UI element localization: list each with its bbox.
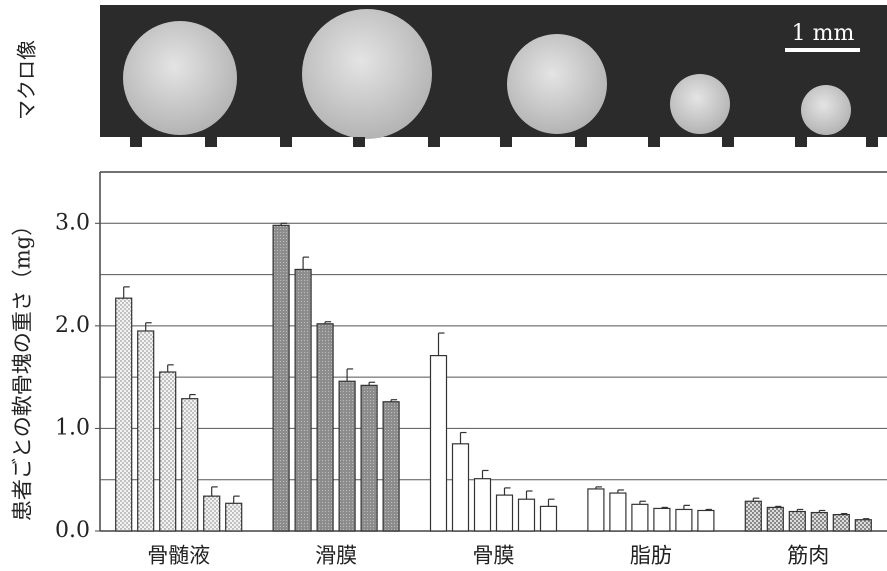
bar (745, 501, 761, 531)
y-tick-label: 1.0 (55, 415, 90, 440)
bar (182, 399, 198, 531)
x-tick-label: 脂肪 (630, 544, 672, 568)
x-tick-label: 骨髄液 (147, 544, 210, 568)
bar (610, 493, 626, 531)
x-tick-label: 筋肉 (787, 544, 829, 568)
bar (811, 513, 827, 531)
y-tick-label: 3.0 (55, 210, 90, 235)
bar (588, 489, 604, 531)
bar (273, 225, 289, 531)
bar (361, 385, 377, 531)
bar (833, 515, 849, 531)
bar (138, 331, 154, 531)
bar (519, 499, 535, 531)
bar (226, 503, 242, 531)
bar (497, 495, 513, 531)
y-tick-label: 0.0 (55, 518, 90, 543)
x-tick-label: 骨膜 (473, 544, 515, 568)
bar (317, 324, 333, 531)
scale-bar-label: 1 mm (792, 21, 855, 46)
bar (855, 520, 871, 531)
bar (698, 510, 714, 531)
bar (541, 506, 557, 531)
x-tick-label: 滑膜 (315, 544, 357, 568)
bar (453, 444, 469, 531)
bar (676, 509, 692, 531)
bar (116, 298, 132, 531)
bar (204, 496, 220, 531)
bar (431, 356, 447, 531)
bar (383, 402, 399, 531)
bar (632, 504, 648, 531)
bar (654, 508, 670, 531)
bar (339, 381, 355, 531)
y-axis-label: 患者ごとの軟骨塊の重さ（mg） (11, 215, 35, 521)
macro-photo (100, 5, 887, 147)
bar (789, 512, 805, 531)
figure: 1 mm マクロ像 患者ごとの軟骨塊の重さ（mg） 0.0 1.0 2.0 3.0 骨髄… (0, 0, 887, 571)
bar (767, 507, 783, 531)
bar (295, 269, 311, 531)
photo-label: マクロ像 (15, 40, 39, 120)
bar (160, 372, 176, 531)
bar (475, 479, 491, 531)
y-tick-label: 2.0 (55, 313, 90, 338)
